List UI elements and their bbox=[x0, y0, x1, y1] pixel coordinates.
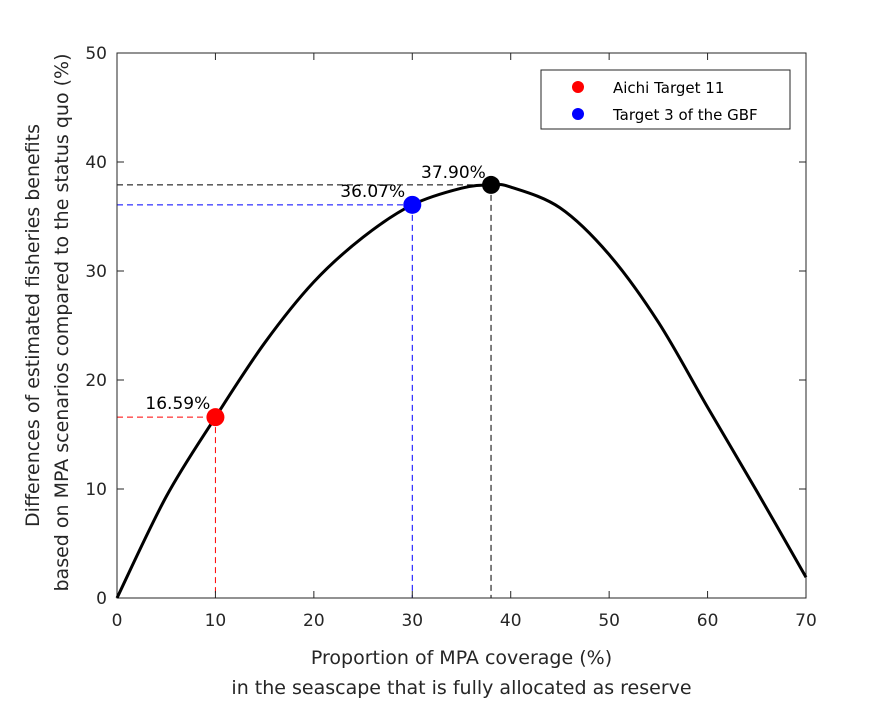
x-tick-label: 10 bbox=[205, 611, 227, 631]
legend-marker bbox=[572, 81, 584, 93]
series-layer bbox=[115, 182, 808, 599]
highlight-marker bbox=[403, 195, 422, 214]
y-tick-label: 10 bbox=[85, 480, 107, 500]
series-line bbox=[115, 182, 808, 599]
legend: Aichi Target 11 Target 3 of the GBF bbox=[540, 69, 791, 130]
x-tick-label: 50 bbox=[598, 611, 620, 631]
x-tick-label: 20 bbox=[303, 611, 325, 631]
legend-entry-label: Target 3 of the GBF bbox=[612, 106, 758, 124]
highlight-marker bbox=[206, 408, 225, 427]
highlight-points: 16.59% 36.07% 37.90% bbox=[145, 163, 501, 427]
y-tick-label: 0 bbox=[96, 589, 107, 609]
y-axis-label-line-2: based on MPA scenarios compared to the s… bbox=[51, 53, 73, 591]
point-value-label: 16.59% bbox=[145, 394, 210, 414]
y-tick-label: 40 bbox=[85, 153, 107, 173]
x-axis-label-line-2: in the seascape that is fully allocated … bbox=[231, 677, 691, 699]
x-tick-label: 60 bbox=[697, 611, 719, 631]
legend-entry-label: Aichi Target 11 bbox=[613, 79, 724, 97]
y-axis-label-line-1: Differences of estimated fisheries benef… bbox=[22, 124, 44, 527]
y-tick-label: 50 bbox=[85, 44, 107, 64]
y-tick-label: 30 bbox=[85, 262, 107, 282]
y-tick-label: 20 bbox=[85, 371, 107, 391]
x-tick-label: 70 bbox=[795, 611, 817, 631]
x-tick-label: 40 bbox=[500, 611, 522, 631]
legend-box bbox=[540, 69, 791, 130]
x-axis-label-line-1: Proportion of MPA coverage (%) bbox=[311, 647, 612, 669]
axis-ticks: 0 10 20 30 40 50 60 70 0 10 20 30 40 50 bbox=[85, 44, 816, 631]
x-tick-label: 30 bbox=[401, 611, 423, 631]
guide-lines bbox=[117, 184, 492, 598]
plot-frame bbox=[116, 52, 807, 599]
point-value-label: 37.90% bbox=[421, 163, 486, 183]
point-value-label: 36.07% bbox=[340, 182, 405, 202]
legend-marker bbox=[572, 108, 584, 120]
highlight-marker bbox=[482, 175, 501, 194]
x-tick-label: 0 bbox=[112, 611, 123, 631]
